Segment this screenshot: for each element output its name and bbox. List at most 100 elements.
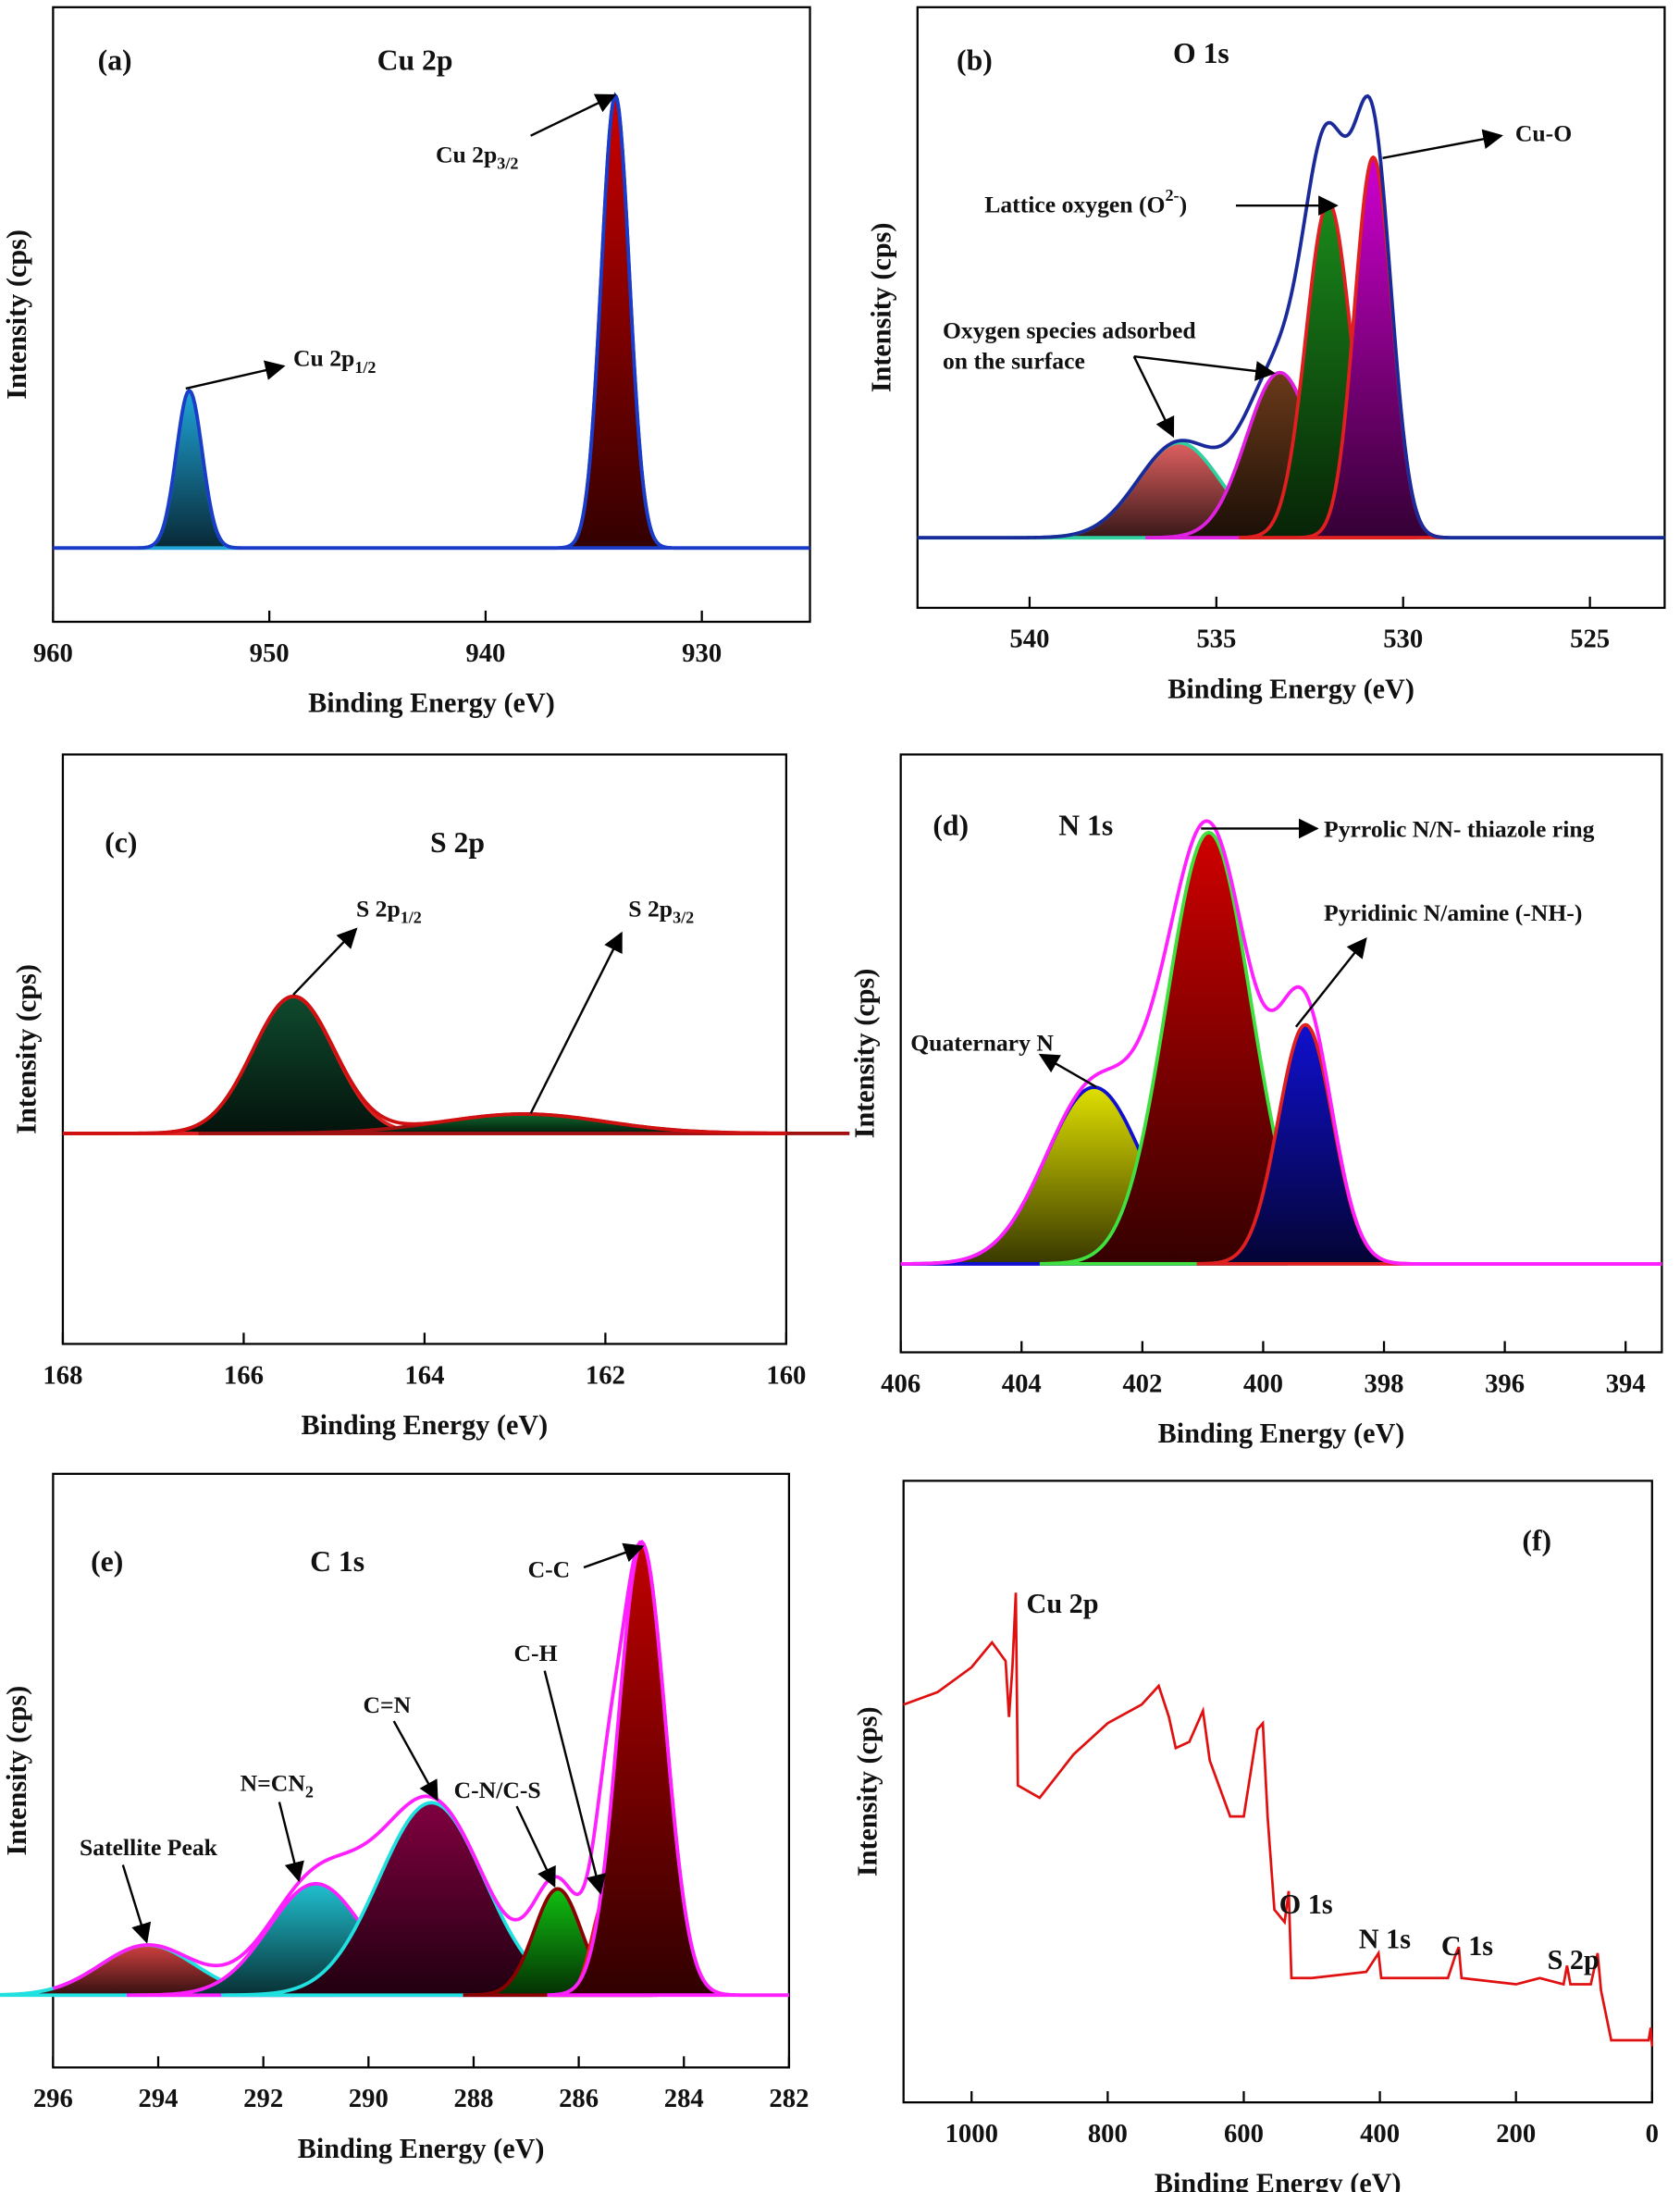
annotation: Cu 2p3/2 <box>436 141 518 172</box>
y-axis-label: Intensity (cps) <box>1 1686 32 1856</box>
fit-envelope <box>53 92 810 551</box>
x-tick-label: 282 <box>769 2084 809 2113</box>
x-tick-label: 930 <box>682 638 722 668</box>
fit-peak <box>130 995 457 1135</box>
panel-label: (b) <box>957 43 993 76</box>
plot-frame <box>52 6 811 624</box>
x-tick-label: 400 <box>1243 1368 1283 1398</box>
x-tick-label: 162 <box>586 1360 625 1390</box>
annotation: C=N <box>363 1691 411 1718</box>
annotation-text: Oxygen species adsorbed <box>943 316 1196 343</box>
x-tick-label: 286 <box>559 2084 599 2113</box>
panel-label: (f) <box>1522 1525 1551 1557</box>
x-tick-label: 960 <box>33 638 73 668</box>
annotation-text: Satellite Peak <box>80 1834 218 1861</box>
x-tick-label: 166 <box>224 1360 264 1390</box>
x-tick-label: 398 <box>1365 1368 1404 1398</box>
x-axis-label: Binding Energy (eV) <box>308 687 555 719</box>
panel-title: N 1s <box>1058 810 1113 842</box>
annotation-text: S 2p <box>1548 1944 1600 1975</box>
annotation-text: S 2p <box>356 895 401 922</box>
annotation-arrow <box>515 1805 556 1889</box>
annotation-text: Lattice oxygen (O <box>984 192 1165 218</box>
annotation: C-C <box>528 1555 571 1582</box>
annotation-text: Pyrrolic N/N- thiazole ring <box>1324 815 1595 842</box>
annotation: S 2p <box>1548 1944 1600 1975</box>
x-tick-label: 292 <box>243 2084 283 2113</box>
annotation: C-H <box>514 1640 558 1666</box>
annotation: Pyrrolic N/N- thiazole ring <box>1324 815 1595 842</box>
x-tick-label: 400 <box>1360 2119 1400 2149</box>
annotation: N=CN2 <box>241 1769 314 1801</box>
annotation-arrow <box>292 927 358 996</box>
x-tick-label: 0 <box>1646 2119 1659 2149</box>
x-tick-label: 200 <box>1496 2119 1536 2149</box>
panel-label: (e) <box>91 1545 123 1578</box>
annotation: Pyridinic N/amine (-NH-) <box>1324 899 1582 926</box>
annotation-text: C=N <box>363 1691 411 1718</box>
fit-peak <box>137 389 241 551</box>
x-tick-label: 296 <box>33 2084 73 2113</box>
x-axis-label: Binding Energy (eV) <box>302 1409 549 1441</box>
panel: 296 294 292 290 288 286 284 282 Binding Energy (… <box>0 1472 809 2164</box>
panel-title: Cu 2p <box>377 43 453 76</box>
annotation-arrow <box>543 1670 606 1895</box>
annotation-arrow <box>583 1542 645 1569</box>
annotation-subscript: 3/2 <box>673 909 694 927</box>
annotation-arrow <box>1133 354 1276 381</box>
annotation-arrow <box>1038 1053 1097 1088</box>
annotation: N 1s <box>1359 1923 1411 1954</box>
fit-envelope <box>62 994 786 1135</box>
annotation: S 2p1/2 <box>356 895 422 926</box>
plot-frame <box>916 6 1666 610</box>
annotation-arrow <box>278 1802 304 1883</box>
panel-title: O 1s <box>1173 37 1229 69</box>
y-axis-label: Intensity (cps) <box>865 223 896 393</box>
annotation-text: C-N/C-S <box>454 1777 541 1803</box>
annotation: C 1s <box>1441 1930 1493 1962</box>
annotation-text: N 1s <box>1359 1923 1411 1954</box>
y-axis-label: Intensity (cps) <box>848 969 880 1139</box>
y-axis-label: Intensity (cps) <box>1 229 32 400</box>
panel-title: C 1s <box>310 1545 364 1578</box>
x-tick-label: 540 <box>1009 625 1049 654</box>
annotation: Cu-O <box>1515 120 1572 147</box>
annotation-text: C-C <box>528 1555 571 1582</box>
annotation: O 1s <box>1279 1889 1333 1920</box>
x-tick-label: 160 <box>766 1360 806 1390</box>
annotation: Oxygen species adsorbed <box>943 316 1196 343</box>
x-tick-label: 800 <box>1088 2119 1128 2149</box>
annotation: S 2p3/2 <box>628 895 694 926</box>
y-axis-label: Intensity (cps) <box>11 964 43 1134</box>
annotation-text: Quaternary N <box>910 1029 1054 1056</box>
annotation-text: Cu 2p <box>293 345 354 372</box>
annotation: Cu 2p1/2 <box>293 345 376 377</box>
x-axis-label: Binding Energy (eV) <box>1158 1418 1405 1449</box>
annotation: Lattice oxygen (O2-) <box>984 186 1187 217</box>
annotation-subscript: 1/2 <box>354 358 376 377</box>
annotation-text: on the surface <box>943 348 1085 375</box>
x-axis-label: Binding Energy (eV) <box>1155 2168 1402 2192</box>
x-tick-label: 168 <box>43 1360 82 1390</box>
annotation-text: N=CN <box>241 1769 306 1796</box>
x-tick-label: 394 <box>1606 1368 1646 1398</box>
annotation-text: Cu 2p <box>436 141 497 167</box>
annotation-subscript: 1/2 <box>401 909 422 927</box>
annotation-arrow <box>1132 355 1175 439</box>
plot-frame <box>902 1480 1653 2104</box>
x-tick-label: 530 <box>1383 625 1423 654</box>
fit-envelope <box>900 819 1662 1266</box>
plot-frame <box>52 1472 791 2069</box>
plot-frame <box>61 753 788 1345</box>
annotation: Satellite Peak <box>80 1834 218 1861</box>
x-axis-label: Binding Energy (eV) <box>298 2133 545 2164</box>
plot-frame <box>899 753 1663 1354</box>
panel: 960 950 940 930 Binding Energy (eV) Intensity… <box>1 6 811 719</box>
x-tick-label: 1000 <box>945 2119 998 2149</box>
annotation-arrow <box>392 1720 439 1802</box>
annotation: Cu 2p <box>1027 1588 1099 1619</box>
annotation-arrow <box>1294 936 1367 1028</box>
annotation-text: O 1s <box>1279 1889 1333 1920</box>
